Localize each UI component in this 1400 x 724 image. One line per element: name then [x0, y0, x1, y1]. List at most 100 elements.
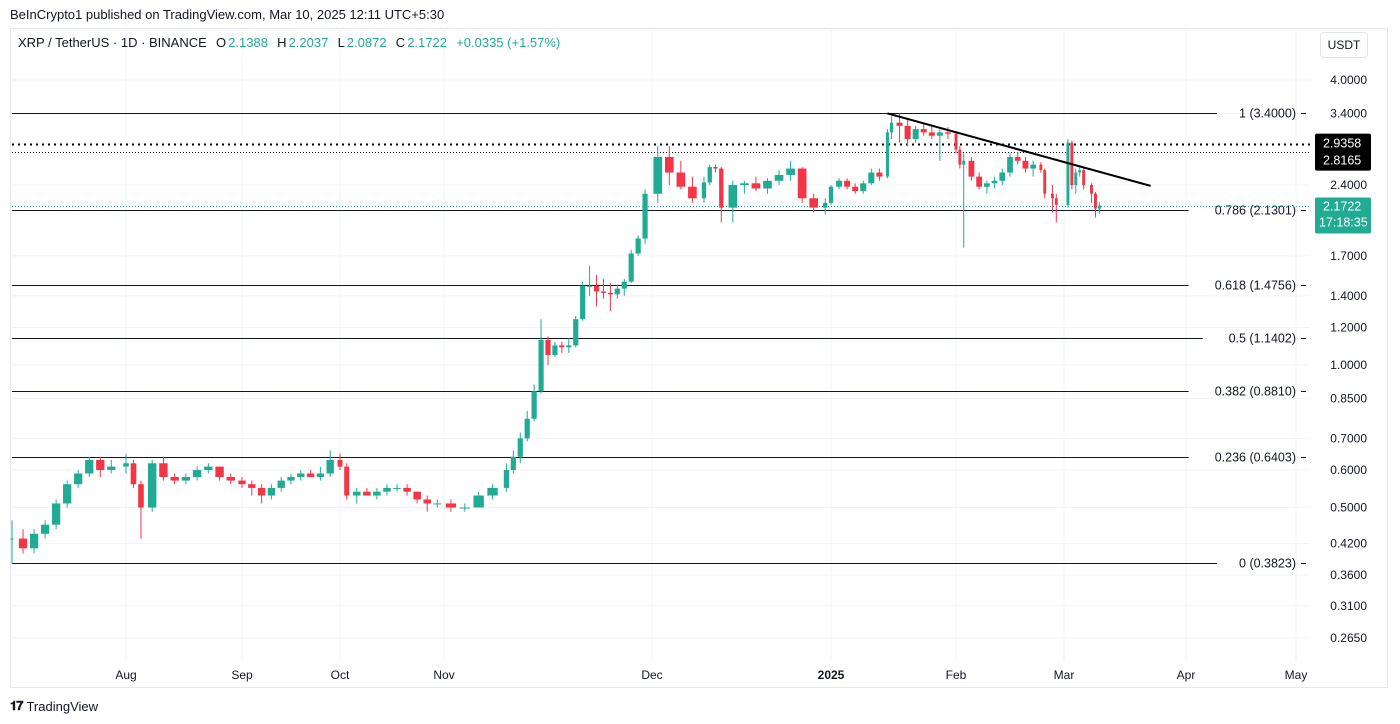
candle-up: [642, 193, 648, 239]
candle-up: [936, 132, 943, 136]
high-value: 2.2037: [288, 35, 329, 50]
candle-up: [701, 182, 707, 199]
low-value: 2.0872: [346, 35, 387, 50]
candle-down: [344, 466, 350, 496]
candle-up: [621, 281, 627, 289]
time-axis: Aug Sep Oct Nov Dec 2025 Feb Mar Apr May: [115, 668, 1307, 682]
candle-up: [85, 459, 94, 474]
open-label: O: [216, 35, 227, 50]
candle-down: [96, 459, 105, 471]
candle-up: [373, 491, 381, 496]
candle-up: [383, 487, 391, 492]
candle-down: [797, 168, 807, 199]
price-label-box: [1315, 133, 1371, 171]
candle-up: [740, 183, 749, 186]
y-tick-label: 0.7000: [1330, 431, 1367, 445]
candle-down: [944, 132, 951, 134]
y-tick-label: 1.7000: [1330, 249, 1367, 263]
candle-down: [337, 459, 343, 467]
fib-level-label: 1 (3.4000): [1239, 107, 1296, 121]
close-label: C: [395, 35, 406, 50]
candle-up: [983, 183, 990, 187]
candle-up: [860, 183, 867, 192]
candle-up: [316, 473, 325, 477]
y-tick-label: 0.3600: [1330, 568, 1367, 582]
candle-up: [107, 466, 116, 471]
candle-down: [904, 125, 911, 140]
candle-up: [510, 456, 516, 471]
x-tick-label: Nov: [433, 668, 454, 682]
candle-down: [688, 186, 697, 199]
candle-up: [774, 174, 784, 181]
close-value: 2.1722: [407, 35, 447, 50]
countdown-label: 17:18:35: [1319, 216, 1368, 230]
candle-up: [728, 185, 738, 208]
candle-down: [920, 129, 927, 133]
price-label: 2.9358: [1323, 137, 1361, 151]
candle-up: [204, 466, 213, 471]
candle-down: [559, 345, 565, 348]
symbol-name[interactable]: XRP / TetherUS · 1D · BINANCE: [18, 35, 207, 50]
horizontal-lines: 1 (3.4000) 0.786 (2.1301) 0.618 (1.4756) 0.…: [12, 107, 1310, 571]
candle-down: [226, 476, 235, 481]
fib-level-label: 0.236 (0.6403): [1215, 451, 1296, 465]
candle-down: [968, 160, 975, 177]
candle-down: [545, 339, 551, 355]
fib-level-label: 0.5 (1.1402): [1229, 332, 1296, 346]
y-tick-label: 0.4200: [1330, 536, 1367, 550]
currency-button[interactable]: USDT: [1320, 32, 1368, 58]
candle-up: [868, 172, 875, 184]
candle-up: [287, 476, 295, 481]
last-price-label: 2.1722: [1323, 200, 1361, 214]
y-tick-label: 1.0000: [1330, 358, 1367, 372]
candle-down: [676, 172, 686, 187]
y-tick-label: 0.2650: [1330, 631, 1367, 645]
candle-up: [786, 168, 795, 175]
candle-up: [181, 476, 191, 481]
candle-down: [896, 122, 903, 126]
published-caption: BeInCrypto1 published on TradingView.com…: [10, 7, 445, 22]
last-price-box: [1315, 197, 1371, 234]
candle-down: [1094, 193, 1097, 209]
candle-up: [991, 180, 998, 184]
candle-down: [600, 291, 607, 293]
candle-up: [277, 480, 285, 488]
candle-up: [999, 172, 1006, 181]
candle-up: [1097, 205, 1101, 209]
candle-up: [147, 463, 157, 508]
x-tick-label: Dec: [641, 668, 662, 682]
candle-down: [215, 466, 224, 477]
candle-down: [413, 491, 421, 500]
candle-up: [1066, 142, 1070, 205]
candle-up: [580, 285, 586, 320]
candle-up: [885, 132, 889, 177]
candle-down: [248, 484, 256, 488]
candle-down: [1050, 193, 1054, 199]
candle-down: [1022, 160, 1029, 169]
candle-down: [713, 166, 718, 169]
y-tick-label: 4.0000: [1330, 73, 1367, 87]
candle-down: [844, 180, 851, 187]
candle-up: [524, 418, 530, 439]
candle-down: [306, 473, 315, 477]
candle-down: [403, 487, 411, 492]
x-tick-label: 2025: [818, 668, 845, 682]
candle-down: [159, 463, 168, 477]
y-tick-label: 0.8500: [1330, 391, 1367, 405]
candle-up: [635, 238, 641, 254]
candle-down: [1082, 170, 1086, 186]
candle-down: [170, 476, 179, 481]
candle-down: [18, 538, 28, 549]
x-tick-label: Mar: [1054, 668, 1075, 682]
candle-up: [503, 470, 509, 488]
candle-up: [487, 487, 498, 496]
candle-up: [889, 122, 893, 133]
y-tick-label: 3.4000: [1330, 106, 1367, 120]
candle-down: [130, 463, 137, 485]
fib-level-label: 0.618 (1.4756): [1215, 279, 1296, 293]
candle-down: [1039, 164, 1043, 171]
candle-up: [326, 459, 334, 474]
candle-up: [587, 285, 593, 287]
